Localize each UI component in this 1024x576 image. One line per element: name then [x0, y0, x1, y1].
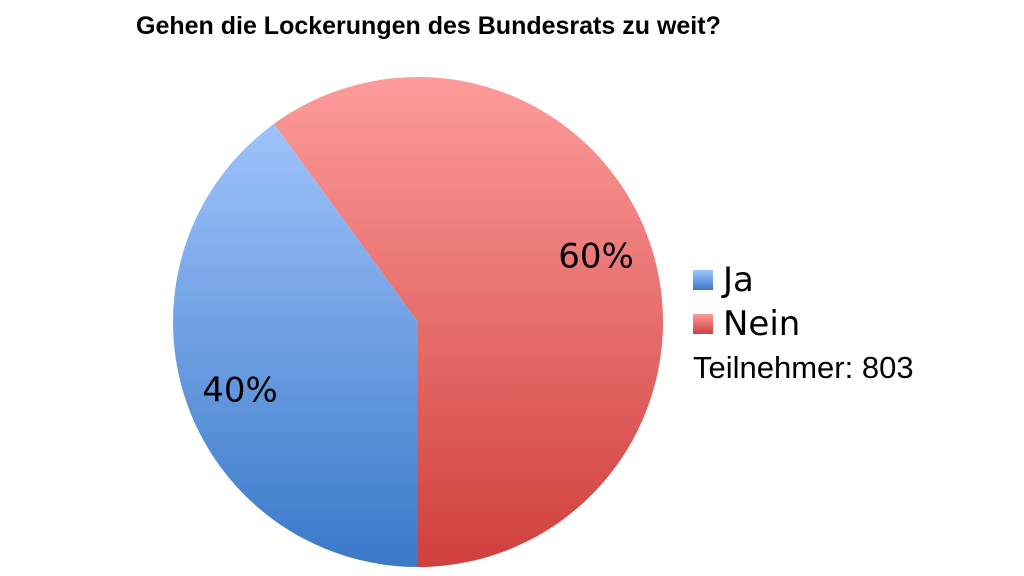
chart-title: Gehen die Lockerungen des Bundesrats zu …: [136, 12, 721, 40]
pie-slice-nein: [273, 76, 663, 568]
participant-count: Teilnehmer: 803: [693, 350, 914, 385]
legend-label-ja: Ja: [723, 260, 754, 300]
pie-slice-ja: [172, 123, 418, 567]
legend-swatch-ja: [693, 270, 713, 290]
legend: Ja Nein: [693, 258, 800, 346]
legend-swatch-nein: [693, 314, 713, 334]
data-label-nein: 60%: [558, 237, 634, 277]
legend-label-nein: Nein: [723, 304, 801, 344]
legend-item-ja: Ja: [693, 258, 800, 302]
data-label-ja: 40%: [202, 371, 278, 411]
legend-item-nein: Nein: [693, 302, 800, 346]
